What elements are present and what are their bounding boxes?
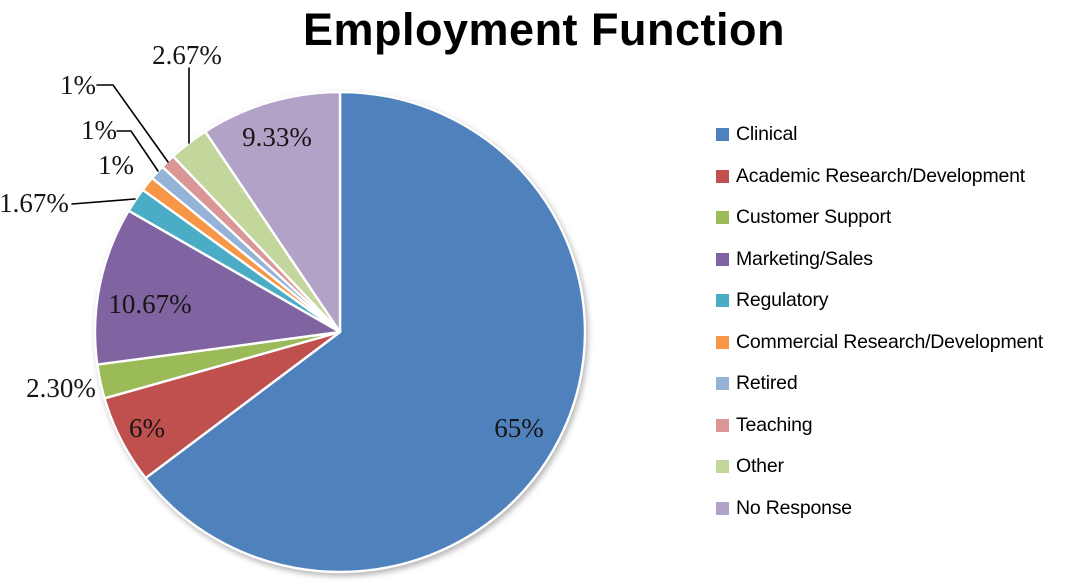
legend-label: Customer Support <box>736 206 892 229</box>
slice-labels: 65% 6% 2.30% 10.67% 1.67% 1% 1% 1% 2.67% 9.33% <box>0 40 544 443</box>
legend-item-teaching: Teaching <box>716 405 1043 447</box>
pie-slice-marketing-sales <box>93 209 342 366</box>
legend-swatch-icon <box>716 169 729 183</box>
legend-item-no-response: No Response <box>716 488 1043 530</box>
leader-line-teaching <box>96 84 169 163</box>
legend-item-customer-support: Customer Support <box>716 197 1043 239</box>
legend-label: Clinical <box>736 123 798 146</box>
legend-item-clinical: Clinical <box>716 114 1043 156</box>
legend-swatch-icon <box>716 501 729 515</box>
legend-swatch-icon <box>716 460 729 474</box>
slice-label-other: 2.67% <box>152 40 222 70</box>
legend-swatch-icon <box>716 335 729 349</box>
legend-swatch-icon <box>716 294 729 308</box>
legend-swatch-icon <box>716 377 729 391</box>
legend-label: Other <box>736 455 784 478</box>
legend-item-academic-research-development: Academic Research/Development <box>716 156 1043 198</box>
legend-item-retired: Retired <box>716 363 1043 405</box>
pie-slices <box>93 90 587 574</box>
legend-label: Marketing/Sales <box>736 247 873 270</box>
legend-swatch-icon <box>716 128 729 142</box>
legend: Clinical Academic Research/Development C… <box>716 114 1043 529</box>
legend-item-regulatory: Regulatory <box>716 280 1043 322</box>
slice-label-retired: 1% <box>81 115 117 145</box>
legend-item-marketing-sales: Marketing/Sales <box>716 239 1043 281</box>
slice-label-commercial-research-development: 1% <box>98 150 134 180</box>
slice-label-clinical: 65% <box>494 413 544 443</box>
legend-label: Regulatory <box>736 289 829 312</box>
chart-title: Employment Function <box>303 4 785 55</box>
legend-item-commercial-research-development: Commercial Research/Development <box>716 322 1043 364</box>
slice-label-teaching: 1% <box>60 70 96 100</box>
slice-label-marketing-sales: 10.67% <box>108 289 191 319</box>
legend-swatch-icon <box>716 211 729 225</box>
leader-line-retired <box>116 130 159 172</box>
legend-label: Retired <box>736 372 798 395</box>
legend-label: Commercial Research/Development <box>736 330 1043 353</box>
slice-label-customer-support: 2.30% <box>26 373 96 403</box>
legend-swatch-icon <box>716 418 729 432</box>
leader-lines <box>71 67 190 205</box>
legend-swatch-icon <box>716 252 729 266</box>
slice-label-academic-research-development: 6% <box>129 413 165 443</box>
legend-label: No Response <box>736 496 852 519</box>
legend-label: Academic Research/Development <box>736 164 1026 187</box>
leader-line-regulatory <box>71 198 136 205</box>
legend-item-other: Other <box>716 446 1043 488</box>
legend-label: Teaching <box>736 413 813 436</box>
pie-slice-clinical <box>144 90 587 574</box>
slice-label-regulatory: 1.67% <box>0 188 69 218</box>
slice-label-no-response: 9.33% <box>242 122 312 152</box>
pie-slice-no-response <box>204 90 342 334</box>
